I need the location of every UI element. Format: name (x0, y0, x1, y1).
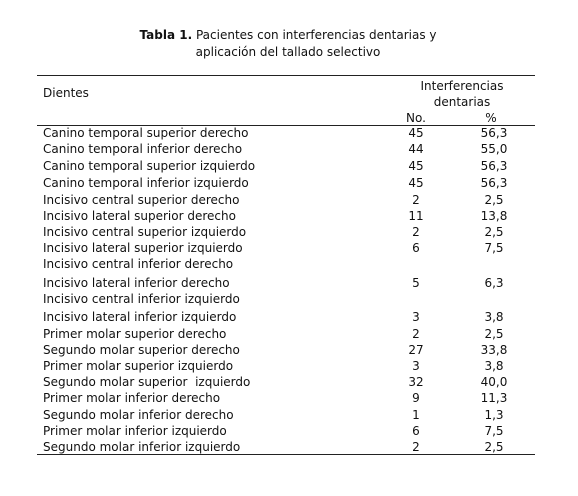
value-cell: 2 (412, 327, 420, 341)
row-label: Canino temporal inferior derecho (43, 142, 243, 156)
value-cell: 44 (408, 142, 424, 156)
row-label: Canino temporal inferior izquierdo (43, 176, 249, 190)
row-label: Segundo molar inferior izquierdo (43, 440, 241, 454)
row-label: Incisivo central superior derecho (43, 193, 240, 207)
value-cell: 13,8 (480, 209, 508, 223)
value-cell: 9 (412, 391, 420, 405)
value-cell: 2 (412, 193, 420, 207)
header-group: Interferencias (420, 79, 504, 93)
top-rule (37, 75, 535, 76)
value-cell: 33,8 (480, 343, 508, 357)
row-label: Primer molar inferior izquierdo (43, 424, 227, 438)
value-cell: 1 (412, 408, 420, 422)
value-cell: 56,3 (480, 176, 508, 190)
row-label: Canino temporal superior derecho (43, 126, 249, 140)
value-cell: 56,3 (480, 126, 508, 140)
row-label: Canino temporal superior izquierdo (43, 159, 256, 173)
row-label: Incisivo central inferior derecho (43, 257, 234, 271)
value-cell: 2,5 (484, 225, 504, 239)
caption: Tabla 1. Pacientes con interferencias de… (140, 28, 437, 42)
value-cell: 1,3 (484, 408, 504, 422)
row-label: Segundo molar superior izquierdo (43, 375, 251, 389)
row-label: Incisivo central inferior izquierdo (43, 292, 240, 306)
value-cell: 40,0 (480, 375, 508, 389)
row-label: Primer molar superior izquierdo (43, 359, 234, 373)
value-cell: 7,5 (484, 241, 504, 255)
value-cell: 5 (412, 276, 420, 290)
row-label: Segundo molar inferior derecho (43, 408, 234, 422)
caption-line: Pacientes con interferencias dentarias y (195, 28, 437, 42)
header-rule (37, 125, 535, 126)
caption-label: Tabla 1. (139, 28, 193, 42)
value-cell: 2,5 (484, 440, 504, 454)
value-cell: 27 (408, 343, 424, 357)
value-cell: 2 (412, 440, 420, 454)
row-label: Segundo molar superior derecho (43, 343, 240, 357)
value-cell: 3 (412, 310, 420, 324)
row-label: Primer molar superior derecho (43, 327, 227, 341)
row-label: Incisivo central superior izquierdo (43, 225, 247, 239)
value-cell: 2,5 (484, 327, 504, 341)
row-label: Incisivo lateral superior derecho (43, 209, 236, 223)
value-cell: 3,8 (484, 310, 504, 324)
caption-line: aplicación del tallado selectivo (195, 45, 381, 59)
value-cell: 32 (408, 375, 424, 389)
value-cell: 3 (412, 359, 420, 373)
row-label: Incisivo lateral superior izquierdo (43, 241, 243, 255)
bottom-rule (37, 454, 535, 455)
value-cell: 6 (412, 241, 420, 255)
value-cell: 11 (408, 209, 424, 223)
value-cell: 45 (408, 126, 424, 140)
value-cell: 7,5 (484, 424, 504, 438)
header-cell: No. (406, 111, 426, 125)
value-cell: 56,3 (480, 159, 508, 173)
row-label: Primer molar inferior derecho (43, 391, 221, 405)
value-cell: 45 (408, 159, 424, 173)
value-cell: 45 (408, 176, 424, 190)
value-cell: 6 (412, 424, 420, 438)
value-cell: 3,8 (484, 359, 504, 373)
header-group: dentarias (433, 95, 491, 109)
value-cell: 6,3 (484, 276, 504, 290)
row-label: Incisivo lateral inferior izquierdo (43, 310, 237, 324)
row-label: Incisivo lateral inferior derecho (43, 276, 230, 290)
header-cell: % (485, 111, 497, 125)
value-cell: 2,5 (484, 193, 504, 207)
value-cell: 2 (412, 225, 420, 239)
value-cell: 11,3 (480, 391, 508, 405)
value-cell: 55,0 (480, 142, 508, 156)
header-cell: Dientes (43, 86, 89, 100)
